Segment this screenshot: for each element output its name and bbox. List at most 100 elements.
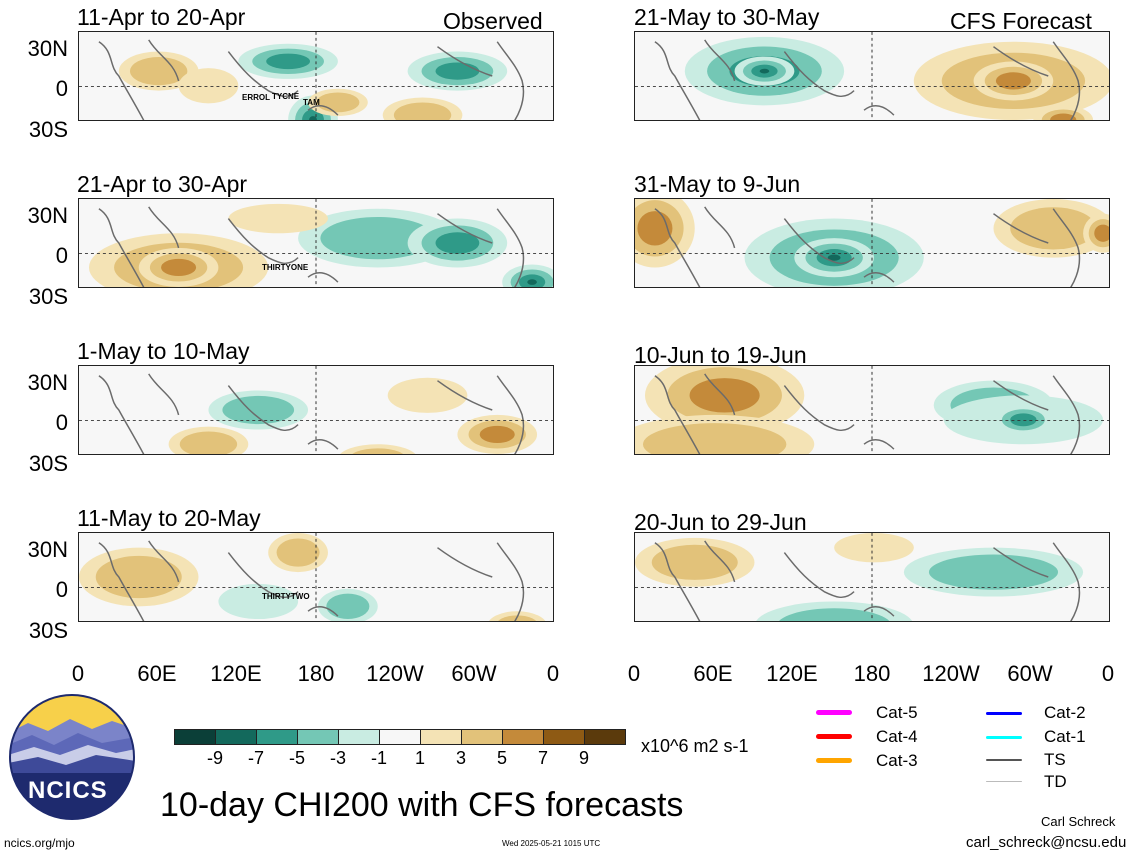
storm-label-errol: ERROL [242,93,270,102]
legend-label-cat3: Cat-3 [876,751,918,770]
coastline [307,439,339,450]
author-email[interactable]: carl_schreck@ncsu.edu [966,834,1127,851]
coastline [783,552,855,598]
colorbar-swatch [215,729,257,745]
legend-swatch-cat1 [986,736,1022,739]
y-tick-30n: 30N [27,36,68,61]
colorbar-swatch [543,729,585,745]
x-tick-180: 180 [297,661,335,686]
logo-text: NCICS [28,777,108,804]
anomaly-field [79,199,553,287]
panel-title-obs-2: 21-Apr to 30-Apr [77,171,248,197]
legend-swatch-ts [986,759,1022,761]
anomaly-contour [759,68,770,74]
coastline [654,375,701,454]
coastline [437,213,493,244]
anomaly-contour [393,102,452,120]
coastline [1052,375,1081,454]
x-tick-0: 0 [627,661,641,686]
x-tick-180: 180 [853,661,891,686]
coastline [1052,208,1081,287]
anomaly-contour [352,448,404,454]
coastline [654,208,701,287]
x-tick-120w: 120W [366,661,424,686]
coastline [148,540,180,583]
y-tick-0: 0 [55,76,68,101]
coastline [863,105,895,116]
anomaly-contour [178,68,239,104]
legend-label-cat5: Cat-5 [876,703,918,722]
colorbar-tick-label: 1 [414,748,426,768]
coastline [863,606,895,617]
anomaly-contour [309,116,317,120]
coastline [496,208,525,287]
anomaly-contour [129,57,188,86]
forecast-label: CFS Forecast [950,8,1092,34]
x-tick-120e: 120E [766,661,818,686]
panel-title-obs-1: 11-Apr to 20-Apr [77,4,246,30]
storm-label-thirtyone: THIRTYONE [262,263,309,272]
anomaly-contour [651,544,738,580]
anomaly-contour [276,538,320,567]
timestamp: Wed 2025-05-21 1015 UTC [502,839,601,848]
map-panel-obs-3 [78,365,554,455]
coastline [783,51,855,97]
colorbar-swatch [584,729,626,745]
x-tick-0-end: 0 [1101,661,1115,686]
anomaly-contour [1094,224,1109,242]
coastline [227,552,299,598]
panel-title-fcst-2: 31-May to 9-Jun [634,171,801,197]
colorbar-units: x10^6 m2 s-1 [641,736,749,756]
anomaly-contour [1010,207,1097,250]
coastline [496,375,525,454]
colorbar-swatch [338,729,380,745]
colorbar-tick-label: 9 [578,748,590,768]
anomaly-contour [435,232,480,254]
coastline [654,41,701,120]
y-tick-30s: 30S [28,284,68,309]
anomaly-contour [527,279,537,285]
anomaly-contour [689,378,760,413]
x-tick-60w: 60W [1007,661,1053,686]
coastline [98,375,145,454]
anomaly-contour [228,203,328,234]
coastline [437,380,493,411]
site-url[interactable]: ncics.org/mjo [4,836,75,850]
coastline [993,380,1049,411]
coastline [148,373,180,416]
coastline [863,439,895,450]
map-panel-obs-1 [78,31,554,121]
colorbar-swatch [297,729,339,745]
anomaly-contour [266,53,311,70]
colorbar-swatch [420,729,462,745]
y-tick-30s: 30S [28,618,68,643]
coastline [863,272,895,283]
colorbar-swatch [256,729,298,745]
storm-label-thirtytwo: THIRTYTWO [262,592,310,601]
coastline [98,208,145,287]
map-panel-fcst-4 [634,532,1110,622]
ncics-logo-graphic [9,694,135,820]
y-tick-30s: 30S [28,117,68,142]
anomaly-field [79,533,553,621]
coastline [307,606,339,617]
anomaly-contour [642,423,787,454]
coastline [227,385,299,431]
coastline [98,41,145,120]
coastline [437,547,493,578]
colorbar-tick-label: 7 [537,748,549,768]
coastline [993,547,1049,578]
anomaly-field [635,32,1109,120]
colorbar-tick-label: -5 [288,748,306,768]
anomaly-field [79,366,553,454]
colorbar-tick-label: -3 [329,748,347,768]
map-panel-fcst-1 [634,31,1110,121]
panel-title-fcst-3: 10-Jun to 19-Jun [634,342,807,368]
x-tick-0: 0 [71,661,85,686]
legend-label-cat1: Cat-1 [1044,727,1086,746]
observed-label: Observed [443,8,543,34]
coastline [993,46,1049,77]
coastline [227,218,299,264]
panel-title-fcst-1: 21-May to 30-May [634,4,820,30]
anomaly-field [635,366,1109,454]
